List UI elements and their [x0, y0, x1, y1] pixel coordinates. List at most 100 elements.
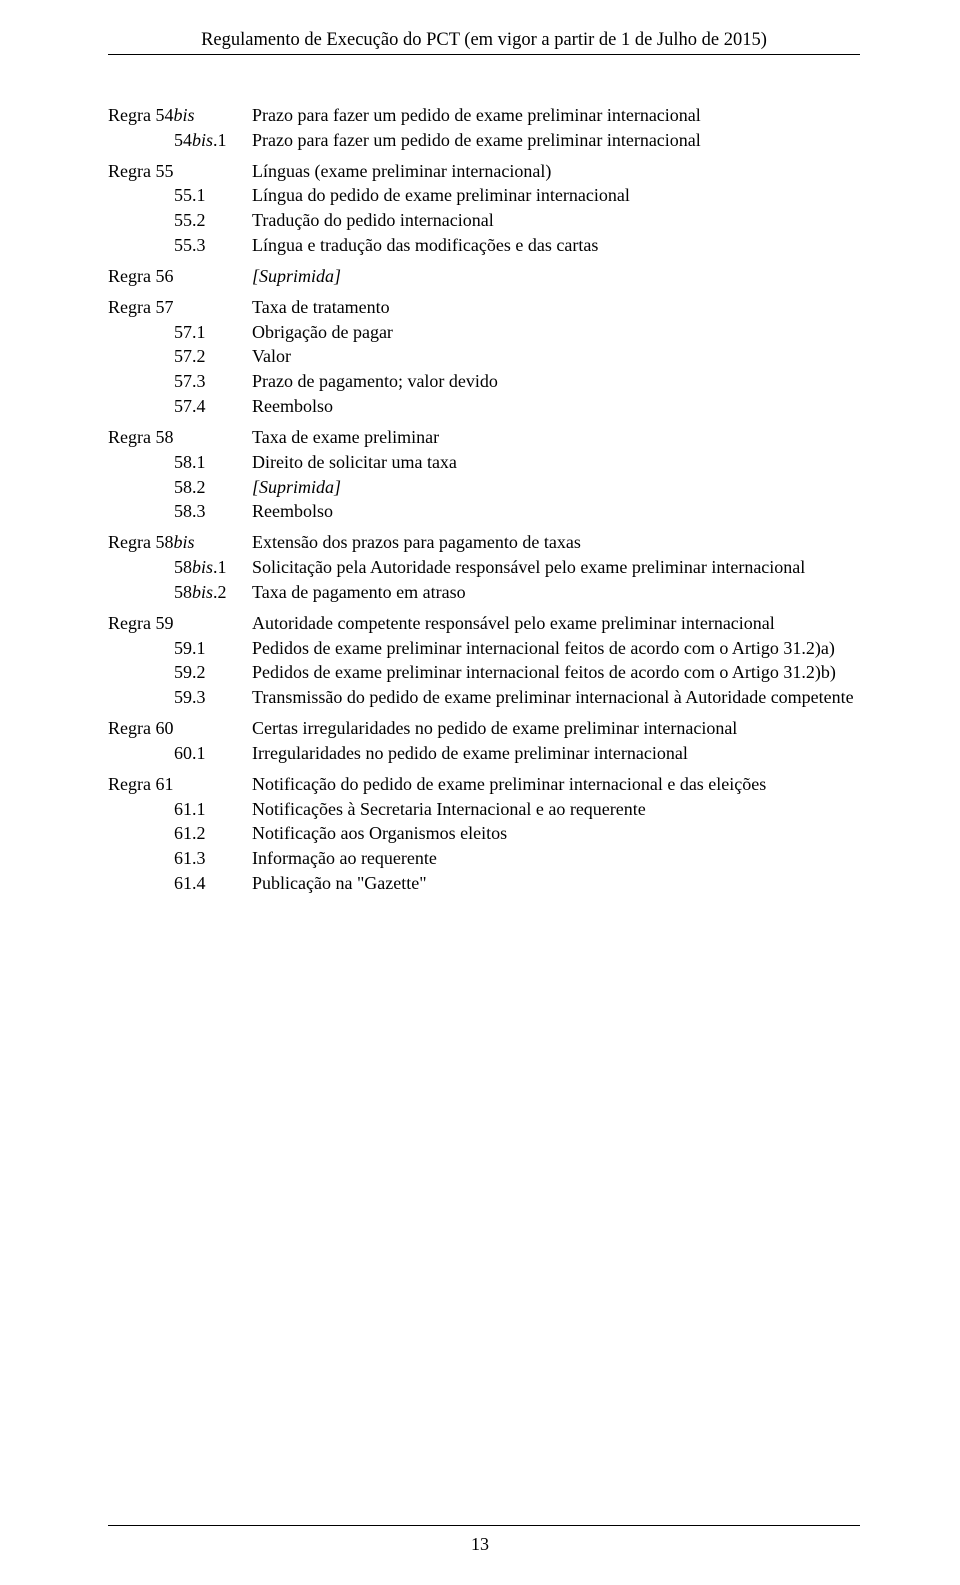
sub-rule-row: 58bis.1Solicitação pela Autoridade respo…	[108, 555, 860, 580]
rule-group: Regra 54bisPrazo para fazer um pedido de…	[108, 103, 860, 153]
page-footer: 13	[0, 1525, 960, 1555]
rule-row: Regra 58Taxa de exame preliminar	[108, 425, 860, 450]
sub-rule-desc: Transmissão do pedido de exame prelimina…	[252, 685, 860, 710]
sub-rule-desc: Notificações à Secretaria Internacional …	[252, 797, 860, 822]
rule-row: Regra 55Línguas (exame preliminar intern…	[108, 159, 860, 184]
sub-rule-number: 57.4	[108, 394, 252, 419]
rule-title: Taxa de exame preliminar	[252, 425, 860, 450]
sub-rule-row: 54bis.1Prazo para fazer um pedido de exa…	[108, 128, 860, 153]
sub-rule-row: 58.2[Suprimida]	[108, 475, 860, 500]
rule-row: Regra 58bisExtensão dos prazos para paga…	[108, 530, 860, 555]
rule-row: Regra 56[Suprimida]	[108, 264, 860, 289]
rule-number: Regra 58	[108, 425, 252, 450]
rule-group: Regra 59Autoridade competente responsáve…	[108, 611, 860, 710]
sub-rule-desc: Prazo para fazer um pedido de exame prel…	[252, 128, 860, 153]
rule-group: Regra 55Línguas (exame preliminar intern…	[108, 159, 860, 258]
sub-rule-number: 59.1	[108, 636, 252, 661]
sub-rule-number: 59.2	[108, 660, 252, 685]
rule-group: Regra 58Taxa de exame preliminar58.1Dire…	[108, 425, 860, 524]
rule-group: Regra 58bisExtensão dos prazos para paga…	[108, 530, 860, 604]
rule-group: Regra 56[Suprimida]	[108, 264, 860, 289]
sub-rule-number: 55.2	[108, 208, 252, 233]
sub-rule-number: 55.1	[108, 183, 252, 208]
rule-row: Regra 61Notificação do pedido de exame p…	[108, 772, 860, 797]
page-number: 13	[0, 1534, 960, 1555]
sub-rule-number: 58.1	[108, 450, 252, 475]
sub-rule-desc: Obrigação de pagar	[252, 320, 860, 345]
sub-rule-row: 61.4Publicação na "Gazette"	[108, 871, 860, 896]
sub-rule-number: 57.3	[108, 369, 252, 394]
sub-rule-number: 57.2	[108, 344, 252, 369]
rule-number: Regra 58bis	[108, 530, 252, 555]
sub-rule-desc: Tradução do pedido internacional	[252, 208, 860, 233]
rule-row: Regra 57Taxa de tratamento	[108, 295, 860, 320]
sub-rule-row: 61.2Notificação aos Organismos eleitos	[108, 821, 860, 846]
rule-title: Autoridade competente responsável pelo e…	[252, 611, 860, 636]
rule-row: Regra 54bisPrazo para fazer um pedido de…	[108, 103, 860, 128]
rule-number: Regra 61	[108, 772, 252, 797]
rule-title: Extensão dos prazos para pagamento de ta…	[252, 530, 860, 555]
sub-rule-desc: Irregularidades no pedido de exame preli…	[252, 741, 860, 766]
rule-number: Regra 55	[108, 159, 252, 184]
sub-rule-desc: Língua e tradução das modificações e das…	[252, 233, 860, 258]
sub-rule-number: 61.4	[108, 871, 252, 896]
sub-rule-number: 58bis.1	[108, 555, 252, 580]
sub-rule-desc: Notificação aos Organismos eleitos	[252, 821, 860, 846]
sub-rule-number: 58.3	[108, 499, 252, 524]
sub-rule-desc: Reembolso	[252, 499, 860, 524]
sub-rule-desc: Taxa de pagamento em atraso	[252, 580, 860, 605]
sub-rule-desc: Valor	[252, 344, 860, 369]
sub-rule-desc: Pedidos de exame preliminar internaciona…	[252, 636, 860, 661]
sub-rule-row: 59.3Transmissão do pedido de exame preli…	[108, 685, 860, 710]
header-rule	[108, 54, 860, 55]
sub-rule-row: 58.3Reembolso	[108, 499, 860, 524]
sub-rule-number: 54bis.1	[108, 128, 252, 153]
rule-row: Regra 60Certas irregularidades no pedido…	[108, 716, 860, 741]
page-header: Regulamento de Execução do PCT (em vigor…	[108, 30, 860, 61]
sub-rule-desc: Pedidos de exame preliminar internaciona…	[252, 660, 860, 685]
rule-number: Regra 57	[108, 295, 252, 320]
sub-rule-row: 61.1Notificações à Secretaria Internacio…	[108, 797, 860, 822]
sub-rule-number: 60.1	[108, 741, 252, 766]
sub-rule-row: 57.2Valor	[108, 344, 860, 369]
sub-rule-number: 58.2	[108, 475, 252, 500]
header-text: Regulamento de Execução do PCT (em vigor…	[201, 30, 767, 50]
toc-entries: Regra 54bisPrazo para fazer um pedido de…	[108, 103, 860, 896]
sub-rule-row: 57.3Prazo de pagamento; valor devido	[108, 369, 860, 394]
sub-rule-row: 61.3Informação ao requerente	[108, 846, 860, 871]
rule-row: Regra 59Autoridade competente responsáve…	[108, 611, 860, 636]
footer-rule	[108, 1525, 860, 1526]
sub-rule-desc: Publicação na "Gazette"	[252, 871, 860, 896]
rule-number: Regra 56	[108, 264, 252, 289]
rule-group: Regra 60Certas irregularidades no pedido…	[108, 716, 860, 766]
rule-title: Certas irregularidades no pedido de exam…	[252, 716, 860, 741]
sub-rule-row: 57.4Reembolso	[108, 394, 860, 419]
sub-rule-number: 57.1	[108, 320, 252, 345]
sub-rule-number: 61.2	[108, 821, 252, 846]
rule-title: [Suprimida]	[252, 264, 860, 289]
sub-rule-number: 55.3	[108, 233, 252, 258]
sub-rule-row: 59.1Pedidos de exame preliminar internac…	[108, 636, 860, 661]
sub-rule-number: 59.3	[108, 685, 252, 710]
sub-rule-row: 55.2Tradução do pedido internacional	[108, 208, 860, 233]
sub-rule-desc: Direito de solicitar uma taxa	[252, 450, 860, 475]
rule-group: Regra 57Taxa de tratamento57.1Obrigação …	[108, 295, 860, 419]
sub-rule-row: 58.1Direito de solicitar uma taxa	[108, 450, 860, 475]
sub-rule-number: 58bis.2	[108, 580, 252, 605]
rule-title: Prazo para fazer um pedido de exame prel…	[252, 103, 860, 128]
sub-rule-desc: Língua do pedido de exame preliminar int…	[252, 183, 860, 208]
sub-rule-desc: Reembolso	[252, 394, 860, 419]
sub-rule-number: 61.3	[108, 846, 252, 871]
rule-group: Regra 61Notificação do pedido de exame p…	[108, 772, 860, 896]
sub-rule-row: 57.1Obrigação de pagar	[108, 320, 860, 345]
rule-number: Regra 60	[108, 716, 252, 741]
sub-rule-desc: Solicitação pela Autoridade responsável …	[252, 555, 860, 580]
rule-title: Línguas (exame preliminar internacional)	[252, 159, 860, 184]
sub-rule-row: 55.1Língua do pedido de exame preliminar…	[108, 183, 860, 208]
sub-rule-desc: Informação ao requerente	[252, 846, 860, 871]
sub-rule-desc: [Suprimida]	[252, 475, 860, 500]
sub-rule-row: 59.2Pedidos de exame preliminar internac…	[108, 660, 860, 685]
sub-rule-row: 60.1Irregularidades no pedido de exame p…	[108, 741, 860, 766]
rule-number: Regra 59	[108, 611, 252, 636]
sub-rule-row: 58bis.2Taxa de pagamento em atraso	[108, 580, 860, 605]
